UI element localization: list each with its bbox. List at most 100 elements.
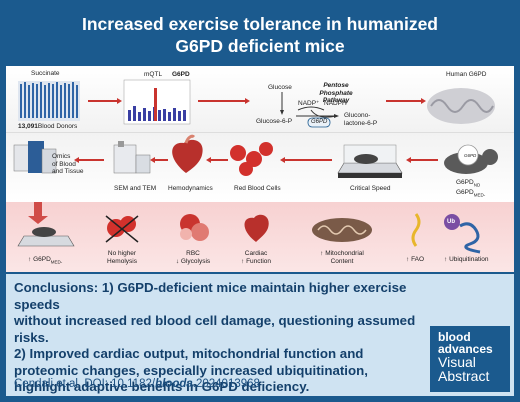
mouse-icon [444,144,498,174]
badge-line-2: advances [438,341,493,356]
glucono-line-1: Glucono- [344,112,371,119]
glucose-6-p-label: Glucose-6-P [256,118,293,125]
citation-suffix: .2024013968 [192,378,260,390]
flow-arrow-7 [280,157,332,163]
fao-finding: ↑ FAO [406,256,425,263]
glucose-label: Glucose [268,84,292,91]
succinate-label: Succinate [31,70,60,77]
donors-count: 13,091 [18,123,38,130]
title-line-1: Increased exercise tolerance in humanize… [82,14,438,34]
mouse-med-label: G6PD [456,188,474,196]
mito-finding: ↑ Mitochondrial Content [312,250,372,265]
omics-line-1: Omics [52,153,71,160]
g6pd-plot-label: G6PD [172,71,190,78]
glucono-line-2: lactone-6-P [344,119,378,127]
cardiac-line-2: Function [246,257,271,265]
flow-arrow-8 [406,157,438,163]
red-blood-cells-icon [230,142,273,176]
mito-line-2: Content [330,257,354,265]
mitochondria-icon [312,218,372,242]
microscope-icon [113,141,151,174]
flow-arrow-3 [386,98,426,104]
conclusion-text: Conclusions: 1) G6PD-deficient mice main… [14,280,424,396]
mouse-tag-label: G6PD [464,153,477,158]
heart-icon [172,134,203,173]
citation-prefix: Cendali et al. DOI: 10.1182/ [14,378,156,390]
red-blood-cells-label: Red Blood Cells [234,185,281,192]
nadp-label: NADP⁺ [298,100,320,107]
rbc-glycolysis-finding: RBC ↓ Glycolysis [175,250,211,265]
conclusion-line-5: highlight adaptive benefits in G6PD defi… [14,379,310,394]
hemolysis-line-2: Hemolysis [107,257,137,265]
conclusion-line-1: Conclusions: 1) G6PD-deficient mice main… [14,280,407,312]
mouse-genotype-labels: G6PDND G6PDMED- [456,179,485,199]
ppp-title-line-1: Pentose Phosphate [319,82,353,97]
nadph-label: NADPH [324,100,347,107]
mqtl-label: mQTL [144,71,163,78]
citation: Cendali et al. DOI: 10.1182/blooda.20240… [14,378,260,390]
conclusion-line-4: proteomic changes, especially increased … [14,362,368,378]
manhattan-plot-icon [123,79,191,125]
fao-icon [411,213,421,247]
mouse-med-sub: MED- [473,192,486,198]
conclusion-line-2: without increased red blood cell damage,… [14,313,416,345]
flow-arrow-4 [74,157,104,163]
hemodynamics-label: Hemodynamics [168,185,213,192]
badge-line-3: Visual [438,354,476,370]
flow-arrow-5 [150,157,168,163]
ub-label: Ub [447,219,455,225]
rbc-glycolysis-line-1: RBC [186,250,200,257]
treadmill-mouse-icon [17,227,75,247]
human-g6pd-label: Human G6PD [446,71,487,78]
experiments-row: Omics of Blood and Tissue SEM and TEM He… [6,132,514,202]
ppp-title: Pentose Phosphate Pathway [306,82,366,105]
title-banner: Increased exercise tolerance in humanize… [6,6,514,64]
hemolysis-line-1: No higher [107,250,137,257]
g6pd-med-label: G6PD [33,256,51,263]
g6pd-enzyme-label: G6PD [311,119,328,125]
conclusion-line-3: 2) Improved cardiac output, mitochondria… [14,346,364,361]
flow-arrow-1 [88,98,122,104]
down-arrow-icon [28,202,48,224]
ppp-title-line-2: Pathway [322,97,350,104]
cardiac-line-1: Cardiac [244,250,268,257]
badge-line-4: Abstract [438,368,490,384]
title-line-2: G6PD deficient mice [175,36,345,56]
omics-line-2: of Blood [52,160,76,168]
g6pd-med-finding: ↑ G6PDMED- [28,256,63,265]
mouse-nd-sub: ND [473,182,481,188]
ubiquitination-label: Ubiquitination [449,256,489,263]
critical-speed-label: Critical Speed [350,185,391,192]
heart-small-icon [244,214,269,242]
ubiquitin-icon [444,214,481,254]
g6pd-protein-icon [427,88,495,124]
findings-row: ↑ G6PDMED- No higher Hemolysis RBC ↓ Gly… [6,202,514,272]
lab-instrument-icon [13,141,57,174]
sem-tem-label: SEM and TEM [114,185,157,192]
donor-crowd-icon [18,81,80,121]
findings-row-graphics [17,202,481,254]
donors-label: Blood Donors [37,123,78,130]
pathway-row: Succinate 13,091Blood Donors mQTL G6PD P… [6,66,514,132]
no-hemolysis-icon [105,215,139,243]
blood-advances-badge: blood advances Visual Abstract [430,326,510,392]
ubiquitination-finding: ↑ Ubiquitination [444,256,489,263]
treadmill-icon [337,144,403,178]
conclusion-panel: Conclusions: 1) G6PD-deficient mice main… [6,274,514,396]
flow-arrow-2 [198,98,250,104]
cardiac-finding: Cardiac ↑ Function [236,250,276,265]
mouse-nd-label: G6PD [456,179,474,186]
omics-line-3: and Tissue [52,168,84,175]
rbc-glycolysis-icon [180,214,209,241]
g6pd-med-sub: MED- [50,259,63,265]
pathway-row-graphics [18,79,495,128]
hemolysis-finding: No higher Hemolysis [104,250,140,265]
rbc-glycolysis-line-2: Glycolysis [180,257,211,265]
glucono-lactone-label: Glucono- lactone-6-P [344,112,377,127]
experiments-row-graphics [13,134,498,178]
badge-line-1: blood [438,330,471,344]
citation-journal: blooda [155,378,193,390]
flow-arrow-6 [206,157,228,163]
fao-label: FAO [411,256,425,263]
